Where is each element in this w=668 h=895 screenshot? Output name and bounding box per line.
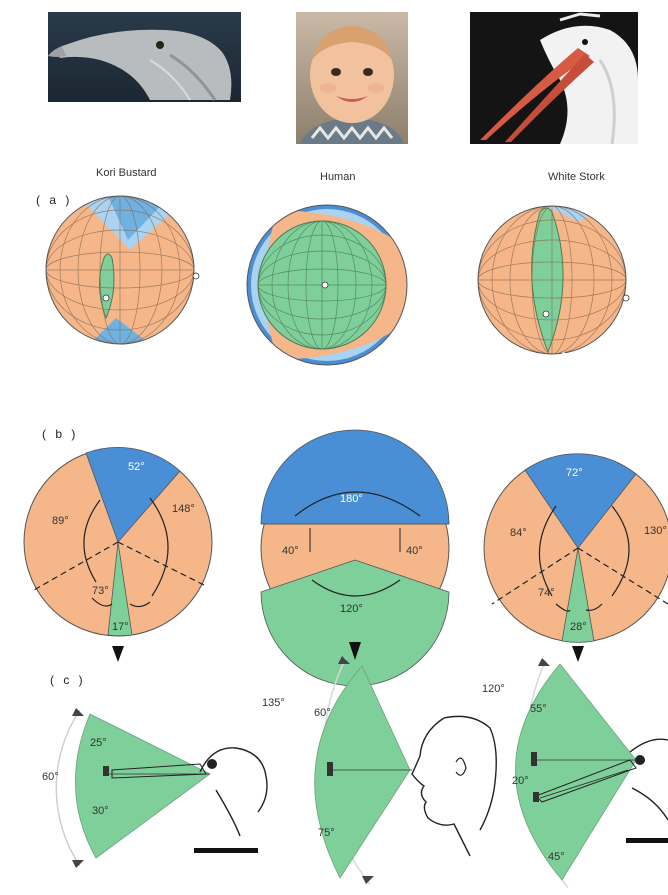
angle-blind-kori: 52° [128,461,145,473]
plan-human: 180° 40° 40° 120° [260,429,450,687]
angle-blind-human: 180° [340,493,363,505]
angle-left-kori: 89° [52,515,69,527]
side-white-stork: 120° 55° 20° 45° [482,658,668,889]
angle-binocular-kori: 17° [112,621,129,633]
angle-bottom-stork: 45° [548,851,565,863]
angle-right-stork: 130° [644,525,667,537]
angle-binocular-human: 120° [340,603,363,615]
globe-white-stork [477,205,630,359]
plan-kori-bustard: 52° 89° 148° 73° 17° [23,447,213,662]
angle-blind-stork: 72° [566,467,583,479]
photo-human-baby [296,12,408,144]
globe-kori-bustard [45,195,200,351]
panel-label-a: ( a ) [36,193,72,207]
angle-right-kori: 148° [172,503,195,515]
side-kori-bustard: 60° 25° 30° [42,708,268,868]
panel-label-b: ( b ) [42,427,78,441]
photo-white-stork [470,12,638,145]
angle-right-human: 40° [406,545,423,557]
angle-total-kori: 60° [42,771,59,783]
species-label-human: Human [320,171,355,183]
angle-below-kori: 30° [92,805,109,817]
globe-human [246,204,408,366]
angle-below-stork: 20° [512,775,529,787]
angle-left-stork: 84° [510,527,527,539]
angle-binocular-stork: 28° [570,621,587,633]
photo-kori-bustard [48,12,241,102]
angle-total-stork: 120° [482,683,505,695]
species-label-kori-bustard: Kori Bustard [96,167,157,179]
angle-total-human: 135° [262,697,285,709]
plan-white-stork: 72° 84° 130° 74° 28° [483,453,668,662]
angle-below-human: 75° [318,827,335,839]
angle-lower-stork: 74° [538,587,555,599]
panel-label-c: ( c ) [50,673,86,687]
angle-lower-kori: 73° [92,585,109,597]
angle-above-stork: 55° [530,703,547,715]
angle-above-human: 60° [314,707,331,719]
angle-left-human: 40° [282,545,299,557]
side-human: 135° 60° 75° [262,656,497,885]
angle-above-kori: 25° [90,737,107,749]
species-label-white-stork: White Stork [548,171,605,183]
